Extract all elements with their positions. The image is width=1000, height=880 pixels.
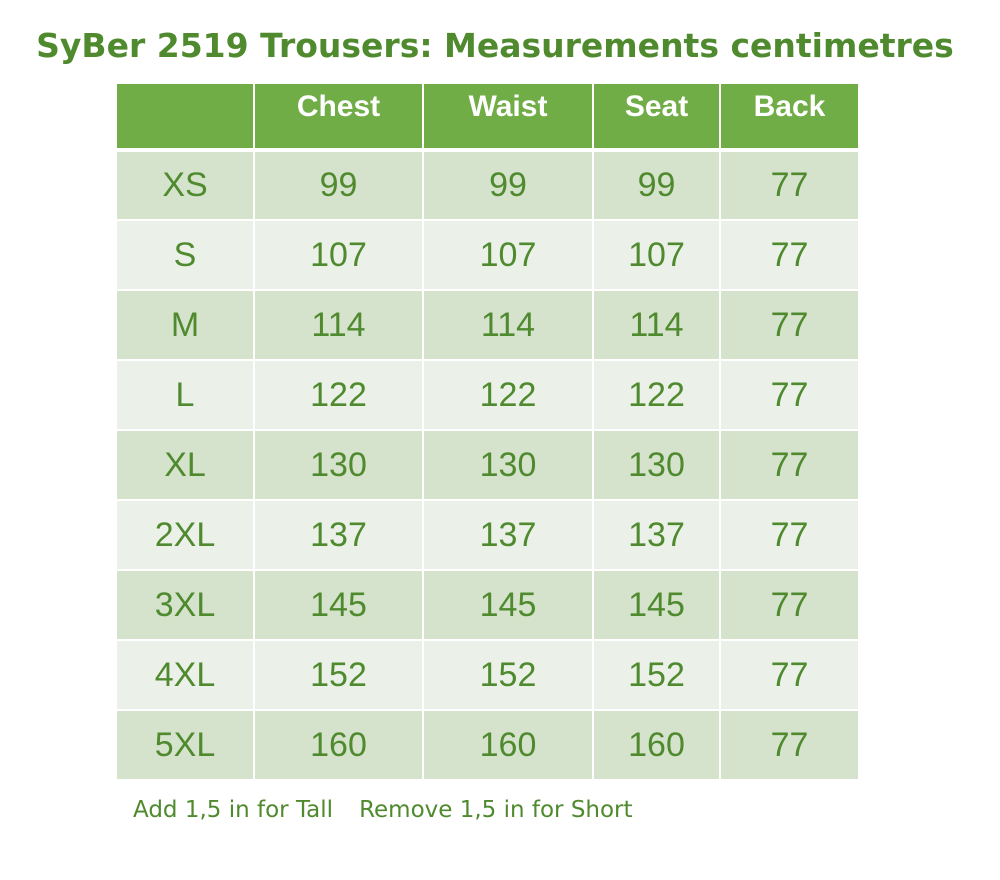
- seat-cell: 145: [592, 570, 721, 641]
- back-cell: 77: [719, 500, 858, 571]
- table-row: 5XL 160 160 160 77: [117, 710, 858, 781]
- header-chest: Chest: [253, 84, 424, 152]
- size-cell: 2XL: [117, 500, 255, 571]
- table-row: L 122 122 122 77: [117, 360, 858, 431]
- seat-cell: 122: [592, 360, 721, 431]
- seat-cell: 130: [592, 430, 721, 501]
- waist-cell: 152: [422, 640, 594, 711]
- back-cell: 77: [719, 710, 858, 781]
- back-cell: 77: [719, 430, 858, 501]
- waist-cell: 107: [422, 220, 594, 291]
- waist-cell: 137: [422, 500, 594, 571]
- waist-cell: 99: [422, 150, 594, 221]
- size-cell: 4XL: [117, 640, 255, 711]
- back-cell: 77: [719, 360, 858, 431]
- seat-cell: 99: [592, 150, 721, 221]
- chest-cell: 114: [253, 290, 424, 361]
- chest-cell: 160: [253, 710, 424, 781]
- table-row: M 114 114 114 77: [117, 290, 858, 361]
- chest-cell: 107: [253, 220, 424, 291]
- table-header-row: Chest Waist Seat Back: [117, 84, 858, 152]
- size-cell: XS: [117, 150, 255, 221]
- chest-cell: 152: [253, 640, 424, 711]
- table-row: 2XL 137 137 137 77: [117, 500, 858, 571]
- waist-cell: 114: [422, 290, 594, 361]
- size-cell: S: [117, 220, 255, 291]
- back-cell: 77: [719, 150, 858, 221]
- table-row: S 107 107 107 77: [117, 220, 858, 291]
- table-row: 3XL 145 145 145 77: [117, 570, 858, 641]
- size-cell: 3XL: [117, 570, 255, 641]
- table-row: 4XL 152 152 152 77: [117, 640, 858, 711]
- chest-cell: 145: [253, 570, 424, 641]
- size-cell: L: [117, 360, 255, 431]
- size-cell: M: [117, 290, 255, 361]
- page-title: SyBer 2519 Trousers: Measurements centim…: [36, 26, 954, 65]
- chest-cell: 99: [253, 150, 424, 221]
- header-waist: Waist: [422, 84, 594, 152]
- seat-cell: 152: [592, 640, 721, 711]
- footnote: Add 1,5 in for Tall Remove 1,5 in for Sho…: [133, 797, 633, 823]
- waist-cell: 160: [422, 710, 594, 781]
- seat-cell: 107: [592, 220, 721, 291]
- seat-cell: 160: [592, 710, 721, 781]
- chest-cell: 137: [253, 500, 424, 571]
- back-cell: 77: [719, 570, 858, 641]
- waist-cell: 122: [422, 360, 594, 431]
- footnote-short: Remove 1,5 in for Short: [359, 797, 633, 823]
- footnote-tall: Add 1,5 in for Tall: [133, 797, 334, 823]
- size-chart-table: Chest Waist Seat Back XS 99 99 99 77 S 1…: [117, 84, 858, 781]
- size-cell: 5XL: [117, 710, 255, 781]
- size-cell: XL: [117, 430, 255, 501]
- chest-cell: 122: [253, 360, 424, 431]
- table-row: XL 130 130 130 77: [117, 430, 858, 501]
- seat-cell: 137: [592, 500, 721, 571]
- waist-cell: 145: [422, 570, 594, 641]
- chest-cell: 130: [253, 430, 424, 501]
- header-back: Back: [719, 84, 858, 152]
- back-cell: 77: [719, 640, 858, 711]
- back-cell: 77: [719, 220, 858, 291]
- header-seat: Seat: [592, 84, 721, 152]
- seat-cell: 114: [592, 290, 721, 361]
- back-cell: 77: [719, 290, 858, 361]
- header-size: [117, 84, 255, 152]
- table-row: XS 99 99 99 77: [117, 150, 858, 221]
- waist-cell: 130: [422, 430, 594, 501]
